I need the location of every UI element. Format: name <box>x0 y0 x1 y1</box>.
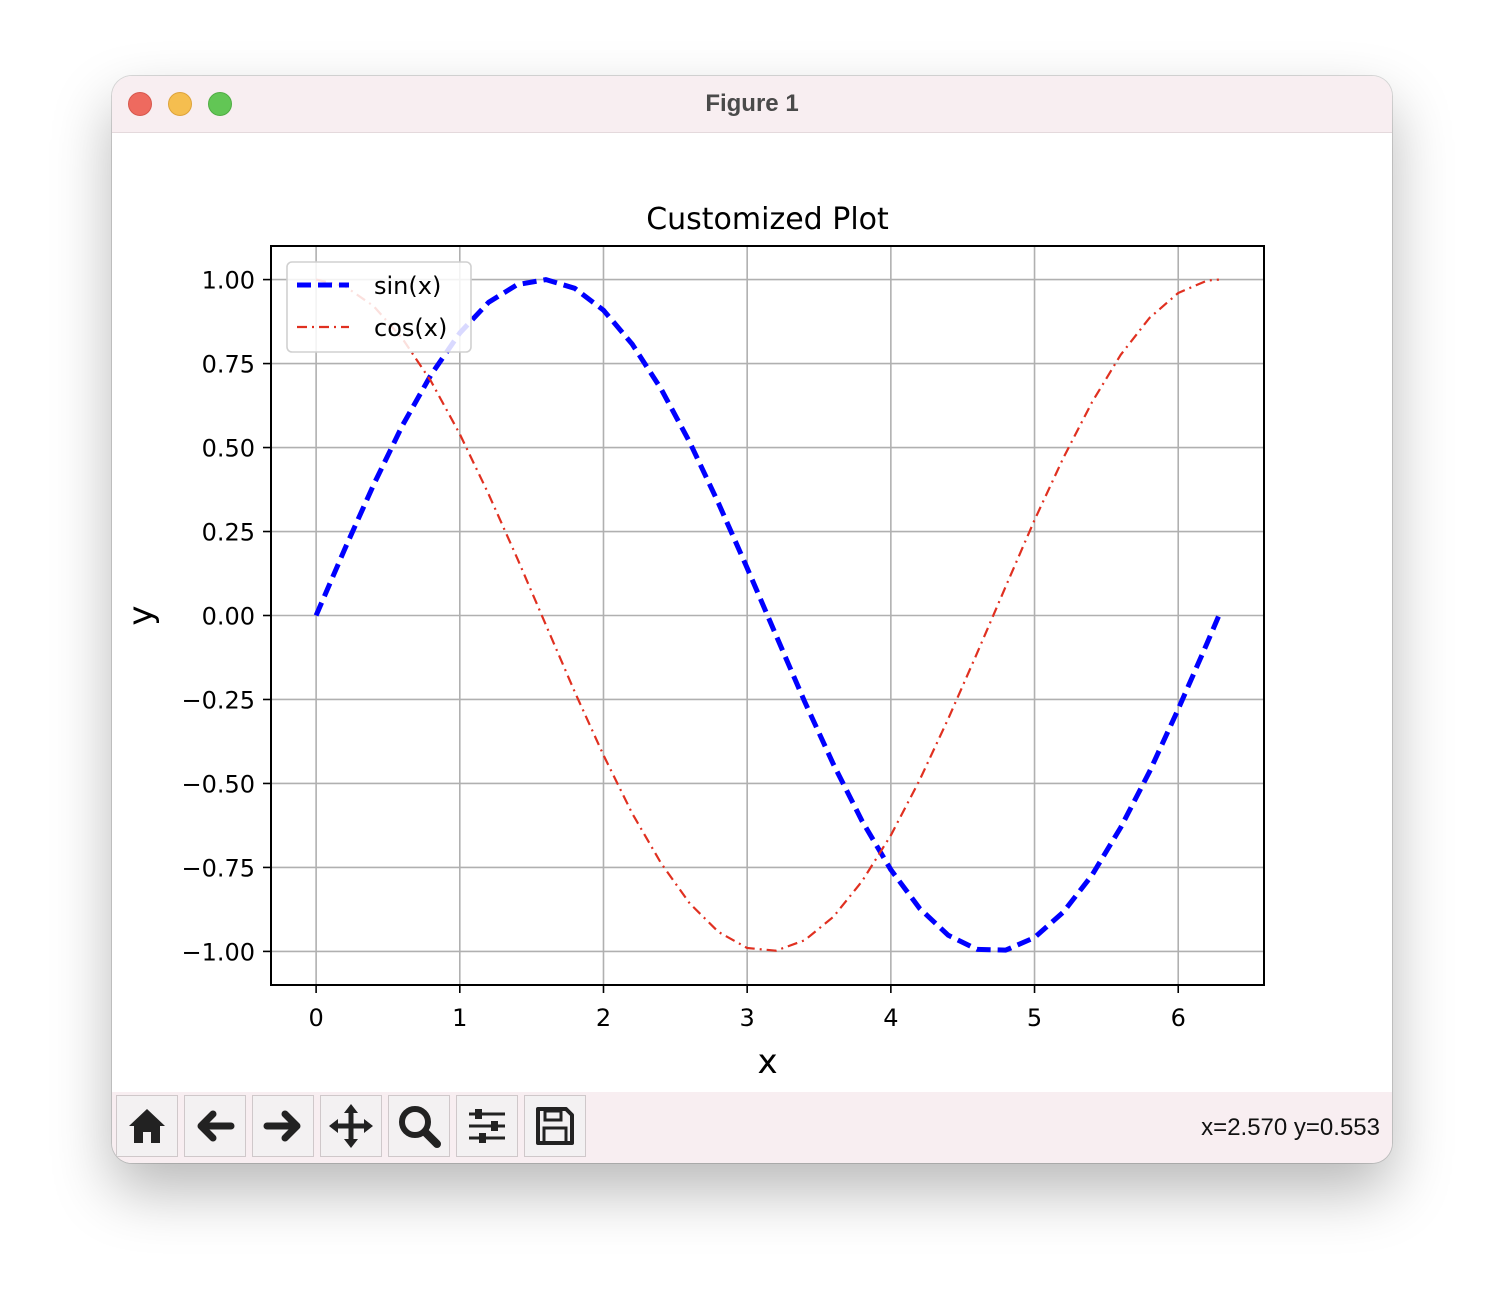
x-tick-label: 3 <box>740 1004 755 1032</box>
window-title: Figure 1 <box>705 90 799 117</box>
title-bar: Figure 1 <box>112 76 1392 133</box>
magnifier-icon <box>399 1106 441 1148</box>
zoom-button[interactable] <box>388 1095 450 1157</box>
chart-title: Customized Plot <box>646 202 889 237</box>
x-tick-label: 4 <box>883 1004 898 1032</box>
sliders-icon <box>469 1109 505 1143</box>
minimize-window-button[interactable] <box>168 92 192 116</box>
x-tick-label: 5 <box>1027 1004 1042 1032</box>
y-tick-label: −0.50 <box>181 770 255 798</box>
y-tick-label: 0.25 <box>202 519 255 547</box>
x-tick-label: 1 <box>452 1004 467 1032</box>
x-tick-label: 6 <box>1171 1004 1186 1032</box>
x-tick-label: 0 <box>308 1004 323 1032</box>
y-tick-label: −0.25 <box>181 686 255 714</box>
series-line-1 <box>315 278 1219 952</box>
y-tick-label: 0.75 <box>202 351 255 379</box>
plot-canvas[interactable]: 0 1 2 3 4 5 6 −1.00 −0.75 −0.50 −0.25 0.00 0.25 0.50 0… <box>112 133 1392 1092</box>
forward-button[interactable] <box>252 1095 314 1157</box>
y-tick-label: −1.00 <box>181 938 255 966</box>
arrow-right-icon <box>263 1110 301 1142</box>
close-window-button[interactable] <box>128 92 152 116</box>
legend-label-1: cos(x) <box>374 314 447 342</box>
cursor-coordinates: x=2.570 y=0.553 <box>1201 1114 1380 1141</box>
configure-subplots-button[interactable] <box>456 1095 518 1157</box>
home-button[interactable] <box>116 1095 178 1157</box>
move-icon <box>329 1104 373 1148</box>
zoom-window-button[interactable] <box>208 92 232 116</box>
y-tick-label: 0.50 <box>202 435 255 463</box>
chart-svg: 0 1 2 3 4 5 6 −1.00 −0.75 −0.50 −0.25 0.00 0.25 0.50 0… <box>121 202 1265 1082</box>
series-line-0 <box>313 277 1222 953</box>
x-axis-label: x <box>757 1042 777 1082</box>
figure-window: Figure 1 0 1 2 3 4 5 6 −1.00 −0.75 −0.50 −0.25 0.00… <box>112 76 1392 1163</box>
pan-button[interactable] <box>320 1095 382 1157</box>
y-tick-label: −0.75 <box>181 854 255 882</box>
legend-label-0: sin(x) <box>374 272 441 300</box>
y-axis-label: y <box>121 605 161 625</box>
home-icon <box>129 1109 165 1143</box>
floppy-disk-icon <box>536 1107 574 1145</box>
x-tick-label: 2 <box>596 1004 611 1032</box>
legend-box <box>286 261 472 353</box>
arrow-left-icon <box>197 1110 235 1142</box>
y-tick-label: 1.00 <box>202 267 255 295</box>
y-tick-label: 0.00 <box>202 603 255 631</box>
save-button[interactable] <box>524 1095 586 1157</box>
back-button[interactable] <box>184 1095 246 1157</box>
navigation-toolbar: x=2.570 y=0.553 <box>112 1092 1392 1163</box>
